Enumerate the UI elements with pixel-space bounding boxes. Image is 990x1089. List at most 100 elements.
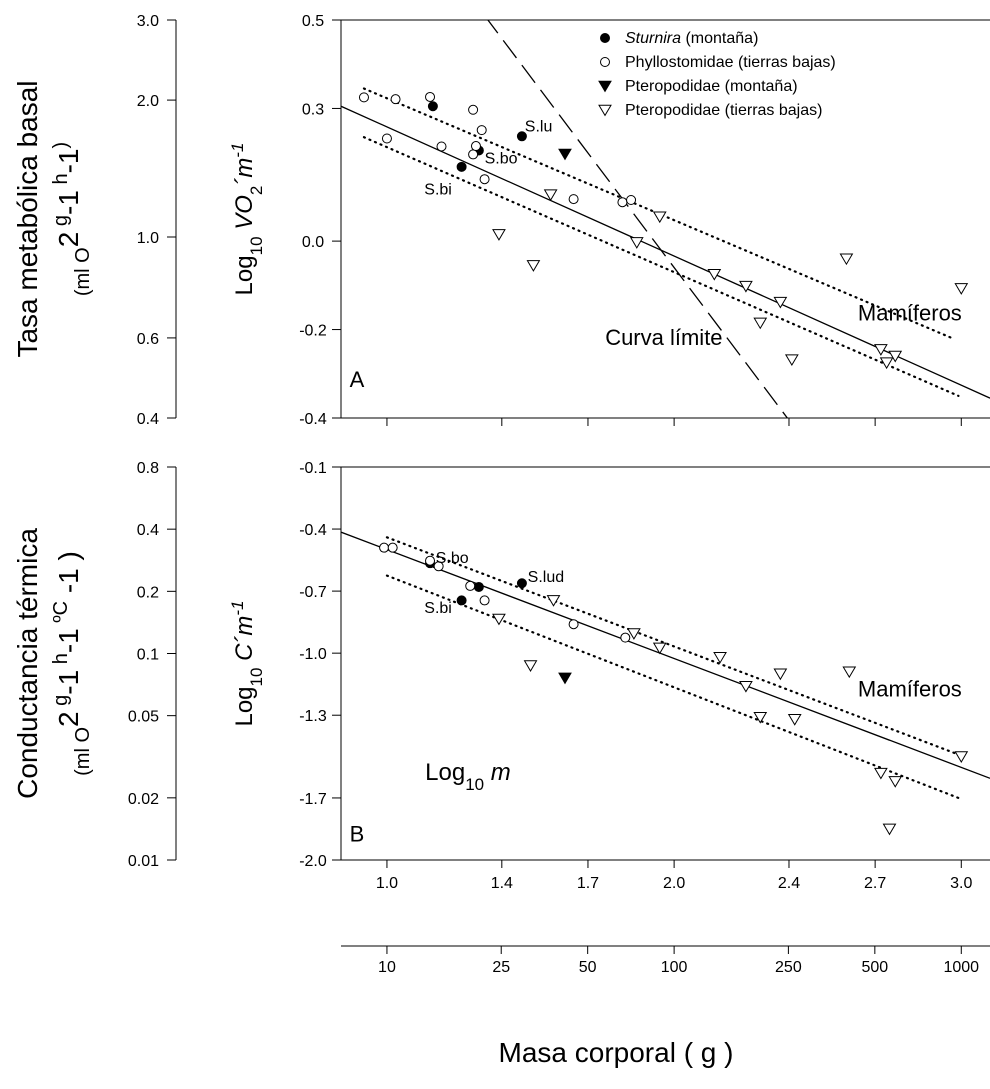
x-axis-title-log: Log10 m bbox=[425, 759, 511, 794]
panel-a-point-open-circle bbox=[568, 194, 579, 205]
panel-b-point-open-triangle bbox=[546, 595, 561, 607]
panel-a-ylabel-inner-part: -1 bbox=[228, 143, 247, 158]
panel-a-point-open-circle bbox=[468, 149, 479, 160]
panel-b-ylabel-inner-part: ´m bbox=[231, 616, 258, 644]
panel-b-point-open-triangle bbox=[523, 660, 538, 672]
panel-b-point-open-triangle bbox=[787, 714, 802, 726]
panel-a-ylabel-left: Tasa metabólica basal bbox=[12, 80, 43, 357]
panel-a-point-open-triangle bbox=[888, 350, 903, 363]
x-axis-title-log-part: m bbox=[484, 759, 511, 786]
panel-a-ylabel-inner-part: 2 bbox=[247, 186, 266, 195]
panel-a-annotation: A bbox=[350, 367, 365, 392]
panel-a-annotation: Mamíferos bbox=[858, 301, 962, 326]
panel-a-point-open-circle bbox=[476, 125, 487, 136]
panel-a-point-filled-circle bbox=[456, 161, 467, 172]
panel-b-ylabel-left: Conductancia térmica bbox=[12, 528, 43, 799]
panel-a-annotation: S.bi bbox=[424, 182, 452, 199]
panel-a-point-filled-circle bbox=[427, 101, 438, 112]
x-tick-label-log: 3.0 bbox=[950, 875, 972, 892]
x-tick-label-mass: 500 bbox=[861, 959, 888, 976]
panel-b-ytick-inner-label: -0.7 bbox=[299, 584, 327, 601]
panel-a-legend-label-text: Pteropodidae (tierras bajas) bbox=[625, 102, 822, 119]
x-axis-title-log-part: Log bbox=[425, 759, 465, 786]
panel-b-ylabel-left-part: -1 bbox=[53, 568, 84, 601]
panel-b-ytick-inner-label: -1.7 bbox=[299, 791, 327, 808]
panel-a-ylabel-left-part: h bbox=[50, 173, 72, 190]
panel-b-ytick-inner-label: -2.0 bbox=[299, 853, 327, 870]
panel-b-point-open-triangle bbox=[954, 751, 969, 763]
panel-a-point-open-triangle bbox=[879, 357, 894, 370]
x-tick-label-log: 2.7 bbox=[864, 875, 886, 892]
panel-b-ytick-inner-label: -1.3 bbox=[299, 708, 327, 725]
panel-a-legend-label: Sturnira (montaña) bbox=[625, 30, 758, 47]
panel-a-ylabel-inner-part: ´m bbox=[231, 158, 258, 186]
x-tick-label-mass: 25 bbox=[492, 959, 510, 976]
panel-b-point-filled-circle bbox=[473, 581, 484, 592]
panel-a-point-open-triangle bbox=[753, 317, 768, 330]
panel-a-ylabel-inner: Log10 VO2´m-1 bbox=[228, 143, 266, 296]
panel-a-ylabel-left-part: 2 bbox=[53, 232, 84, 248]
x-axis-title-mass: Masa corporal ( g ) bbox=[499, 1037, 734, 1068]
panel-a-point-open-triangle bbox=[773, 296, 788, 309]
panel-b-ylabel-inner-text: Log10 C´m-1 bbox=[228, 600, 266, 726]
panel-a-ylabel-inner-text: Log10 VO2´m-1 bbox=[228, 143, 266, 296]
x-tick-label-log: 1.4 bbox=[491, 875, 513, 892]
panel-b-point-open-circle bbox=[568, 619, 579, 630]
panel-a-point-open-triangle bbox=[492, 229, 506, 241]
panel-b-ylabel-left-part: g bbox=[50, 695, 72, 712]
panel-a-ytick-inner-label: -0.2 bbox=[299, 323, 327, 340]
x-tick-label-mass: 50 bbox=[579, 959, 597, 976]
panel-a-point-open-circle bbox=[468, 104, 479, 115]
panel-a-ytick-left-label: 0.4 bbox=[137, 411, 159, 428]
panel-a-ylabel-left-part: g bbox=[50, 215, 72, 232]
panel-a-legend-marker bbox=[598, 104, 612, 117]
panel-b-solid-line bbox=[341, 531, 990, 779]
panel-a-ylabel-inner-part: 10 bbox=[247, 236, 266, 255]
panel-a-point-filled-circle bbox=[516, 131, 527, 142]
panel-a-point-open-triangle bbox=[652, 211, 667, 224]
x-tick-label-mass: 10 bbox=[378, 959, 396, 976]
panel-a-ylabel-left-line2: (ml O2 g-1 h-1) bbox=[50, 142, 94, 296]
panel-a-ytick-left-label: 0.6 bbox=[137, 331, 159, 348]
panel-a-legend-label: Pteropodidae (tierras bajas) bbox=[625, 102, 822, 119]
panel-b-ytick-left-label: 0.2 bbox=[137, 584, 159, 601]
panel-a-point-open-circle bbox=[358, 92, 369, 103]
panel-b-ylabel-left-part: (ml O bbox=[72, 727, 94, 776]
panel-b-point-open-triangle bbox=[842, 666, 857, 679]
panel-a-dashed-line bbox=[487, 20, 789, 418]
panel-a-point-open-circle bbox=[470, 141, 481, 152]
panel-b-ytick-left-label: 0.8 bbox=[137, 460, 159, 477]
panel-a-ytick-left-label: 1.0 bbox=[137, 230, 159, 247]
panel-a-ytick-inner-label: 0.3 bbox=[302, 101, 324, 118]
panel-b-point-open-triangle bbox=[627, 628, 641, 640]
panel-b-ylabel-left-line2: (ml O2 g-1 h-1 ºC -1 ) bbox=[50, 551, 94, 776]
panel-a-annotation: Curva límite bbox=[605, 325, 722, 350]
panel-b-ytick-inner-label: -1.0 bbox=[299, 646, 327, 663]
panel-b-ytick-inner-label: -0.4 bbox=[299, 522, 327, 539]
panel-b-point-open-circle bbox=[425, 555, 436, 566]
panel-b-point-open-triangle bbox=[882, 823, 897, 836]
panel-b-point-open-circle bbox=[620, 632, 631, 643]
panel-b-point-open-triangle bbox=[652, 642, 667, 655]
panel-b-point-open-circle bbox=[379, 542, 390, 553]
panel-a-legend-label-text: Pteropodidae (montaña) bbox=[625, 78, 798, 95]
panel-a-ytick-inner-label: 0.0 bbox=[302, 234, 324, 251]
panel-b-annotation: S.bi bbox=[424, 600, 452, 617]
panel-b-point-open-triangle bbox=[739, 680, 753, 693]
panel-a-ytick-left-label: 2.0 bbox=[137, 93, 159, 110]
panel-b-ytick-left-label: 0.01 bbox=[128, 853, 159, 870]
panel-b-ytick-inner-label: -0.1 bbox=[299, 460, 327, 477]
panel-a-legend-marker bbox=[600, 57, 610, 67]
x-tick-label-mass: 100 bbox=[661, 959, 688, 976]
panel-b-ylabel-left-units: (ml O2 g-1 h-1 ºC -1 ) bbox=[50, 551, 94, 776]
panel-a-point-open-triangle bbox=[526, 260, 541, 272]
panel-a-point-open-triangle bbox=[954, 283, 969, 295]
panel-a-ytick-left-label: 3.0 bbox=[137, 13, 159, 30]
x-tick-label-log: 2.0 bbox=[663, 875, 685, 892]
panel-b-point-open-triangle bbox=[888, 776, 903, 788]
panel-a-point-open-circle bbox=[425, 91, 436, 102]
panel-b-point-filled-triangle bbox=[558, 672, 572, 685]
panel-b-point-open-triangle bbox=[713, 651, 727, 664]
panel-a-dotted-line bbox=[362, 136, 960, 397]
